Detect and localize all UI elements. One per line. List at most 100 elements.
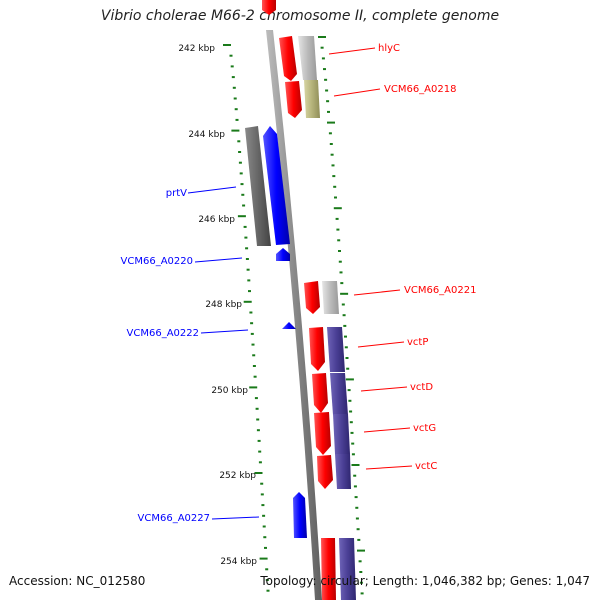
gene-vcm66-a0222[interactable]: [282, 322, 296, 329]
gene-prtv[interactable]: [263, 126, 290, 245]
scale-minor-tick: [230, 65, 234, 68]
gene-vctg[interactable]: [314, 412, 331, 455]
scale-minor-tick: [261, 504, 265, 507]
scale-minor-tick: [258, 450, 262, 453]
scale-minor-tick: [253, 375, 257, 378]
scale-minor-tick: [247, 279, 251, 282]
scale-minor-tick: [249, 311, 253, 314]
gene-hlyc[interactable]: [279, 36, 297, 81]
outer-minor-tick: [353, 485, 357, 488]
gene-vctd[interactable]: [312, 373, 328, 413]
outer-minor-tick: [326, 100, 330, 103]
scale-major-tick: [223, 44, 231, 46]
outer-minor-tick: [343, 324, 347, 327]
scale-label: 250 kbp: [211, 386, 248, 396]
gene-prtv-gray[interactable]: [245, 126, 271, 246]
gene-label-vctp[interactable]: vctP: [407, 337, 428, 348]
gene-hlyc-top[interactable]: [262, 0, 276, 15]
gene-vctc[interactable]: [317, 455, 333, 489]
scale-minor-tick: [252, 365, 256, 367]
outer-major-tick: [345, 378, 354, 381]
genome-backbone: [266, 30, 322, 600]
gene-vcm66-a0218[interactable]: [285, 81, 302, 118]
outer-minor-tick: [355, 517, 359, 520]
outer-minor-tick: [337, 239, 341, 242]
scale-minor-tick: [262, 525, 266, 528]
gene-vctp-purple[interactable]: [327, 327, 345, 372]
outer-minor-tick: [329, 143, 333, 145]
gene-label-vcm66-a0218[interactable]: VCM66_A0218: [384, 84, 456, 95]
scale-minor-tick: [235, 118, 239, 121]
scale-minor-tick: [245, 247, 249, 250]
gene-label-vcm66-a0222[interactable]: VCM66_A0222: [127, 328, 199, 339]
leader-line-vctp: [357, 341, 405, 348]
outer-minor-tick: [338, 260, 342, 263]
scale-labels: 242 kbp 244 kbp 246 kbp 248 kbp 250 kbp …: [178, 44, 257, 567]
scale-minor-tick: [233, 97, 237, 100]
gene-vcm66-a0221-gray[interactable]: [322, 281, 339, 314]
gene-label-vcm66-a0221[interactable]: VCM66_A0221: [404, 285, 476, 296]
outer-major-tick: [318, 36, 326, 38]
scale-label: 248 kbp: [205, 300, 242, 310]
outer-minor-tick: [320, 46, 324, 49]
scale-minor-tick: [260, 482, 264, 485]
gene-label-vcm66-a0227[interactable]: VCM66_A0227: [138, 513, 210, 524]
outer-minor-tick: [353, 474, 357, 477]
gene-vctc-purple[interactable]: [335, 454, 351, 489]
gene-bottom-purple[interactable]: [339, 538, 356, 600]
scale-minor-tick: [264, 546, 267, 549]
topology-summary: Topology: circular; Length: 1,046,382 bp…: [260, 574, 590, 588]
scale-minor-tick: [232, 86, 236, 89]
outer-minor-tick: [349, 410, 353, 413]
leader-line-vcm66-a0220: [194, 257, 243, 263]
outer-minor-tick: [330, 153, 334, 156]
gene-bottom-red[interactable]: [321, 538, 336, 600]
scale-minor-tick: [258, 461, 262, 464]
outer-minor-tick: [338, 250, 341, 252]
scale-minor-tick: [263, 536, 267, 539]
gene-vcm66-a0221[interactable]: [304, 281, 320, 314]
scale-minor-tick: [256, 429, 260, 432]
gene-vctp[interactable]: [309, 327, 325, 371]
gene-label-vctd[interactable]: vctD: [410, 382, 433, 393]
gene-vcm66-a0220[interactable]: [276, 248, 290, 261]
outer-minor-tick: [359, 581, 363, 584]
scale-minor-tick: [252, 354, 256, 357]
outer-major-tick: [340, 292, 349, 295]
accession-text: Accession: NC_012580: [9, 574, 146, 588]
gene-hlyc-gray[interactable]: [298, 36, 317, 80]
scale-major-tick: [237, 215, 246, 218]
gene-vcm66-a0227[interactable]: [293, 492, 307, 538]
gene-label-vctg[interactable]: vctG: [413, 423, 436, 434]
outer-minor-tick: [344, 335, 347, 338]
outer-minor-tick: [347, 389, 351, 392]
scale-minor-tick: [255, 407, 259, 410]
gene-label-vcm66-a0220[interactable]: VCM66_A0220: [121, 256, 193, 267]
scale-minor-tick: [246, 268, 250, 271]
scale-major-tick: [259, 557, 268, 560]
gene-label-hlyc[interactable]: hlyC: [378, 43, 400, 54]
outer-major-tick: [357, 549, 365, 552]
outer-major-tick: [333, 207, 342, 210]
gene-label-prtv[interactable]: prtV: [166, 188, 187, 199]
outer-minor-tick: [351, 453, 355, 456]
leader-line-prtv: [187, 186, 237, 194]
outer-minor-tick: [339, 271, 343, 274]
outer-ring: [318, 36, 365, 595]
leader-line-vctc: [365, 465, 413, 470]
gene-vctd-purple[interactable]: [330, 373, 348, 415]
outer-minor-tick: [321, 57, 325, 60]
outer-minor-tick: [342, 314, 346, 317]
scale-minor-tick: [229, 54, 233, 57]
gene-label-vctc[interactable]: vctC: [415, 461, 437, 472]
gene-vctg-purple[interactable]: [333, 414, 350, 454]
gene-vcm66-a0218-olive[interactable]: [304, 80, 320, 118]
scale-label: 242 kbp: [178, 44, 215, 54]
outer-minor-tick: [350, 431, 354, 434]
scale-minor-tick: [245, 258, 249, 260]
scale-ring: [223, 44, 270, 592]
leader-line-vcm66-a0218: [333, 88, 381, 97]
scale-minor-tick: [248, 290, 251, 293]
outer-minor-tick: [351, 442, 355, 445]
outer-minor-tick: [340, 282, 344, 285]
